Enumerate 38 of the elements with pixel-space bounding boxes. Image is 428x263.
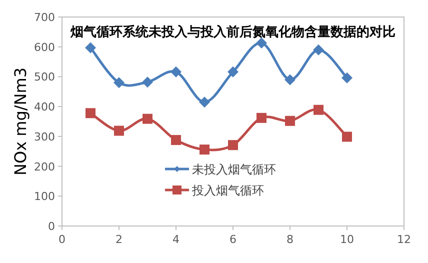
x-tick-label: 12: [397, 233, 411, 246]
point: [142, 76, 153, 88]
legend-label: 投入烟气循环: [191, 184, 264, 198]
x-tick-label: 0: [58, 233, 66, 246]
legend-label: 未投入烟气循环: [192, 162, 276, 176]
y-tick-label: 500: [34, 70, 55, 84]
x-tick-label: 4: [172, 233, 180, 246]
x-tick-label: 6: [230, 233, 236, 246]
point: [228, 140, 238, 150]
point: [284, 74, 296, 86]
text: 烟气循环系统未投入与投入前后氮氧化物含量数据的对比: [70, 24, 396, 40]
y-tick-label: 100: [34, 190, 55, 204]
point: [85, 42, 96, 54]
point: [314, 104, 324, 115]
x-tick-label: 2: [116, 233, 122, 246]
y-tick-label: 300: [34, 130, 55, 144]
point: [142, 114, 152, 124]
y-axis-title: NOx mg/Nm3: [11, 68, 30, 176]
point: [200, 144, 210, 155]
y-tick-label: 0: [48, 220, 55, 233]
point: [342, 72, 352, 84]
point: [171, 135, 181, 146]
x-tick-label: 8: [286, 233, 294, 246]
point: [114, 77, 124, 88]
y-tick-label: 700: [34, 11, 55, 24]
y-tick-label: 200: [34, 160, 55, 174]
y-tick-label: 600: [34, 40, 55, 54]
point: [170, 66, 182, 78]
point: [285, 116, 295, 126]
point: [114, 126, 124, 136]
point: [199, 96, 210, 108]
y-tick-label: 400: [34, 100, 55, 114]
point: [228, 66, 238, 78]
point: [86, 108, 96, 118]
point: [256, 112, 266, 123]
point: [342, 132, 352, 142]
point: [313, 44, 324, 56]
x-tick-label: 10: [340, 233, 354, 246]
